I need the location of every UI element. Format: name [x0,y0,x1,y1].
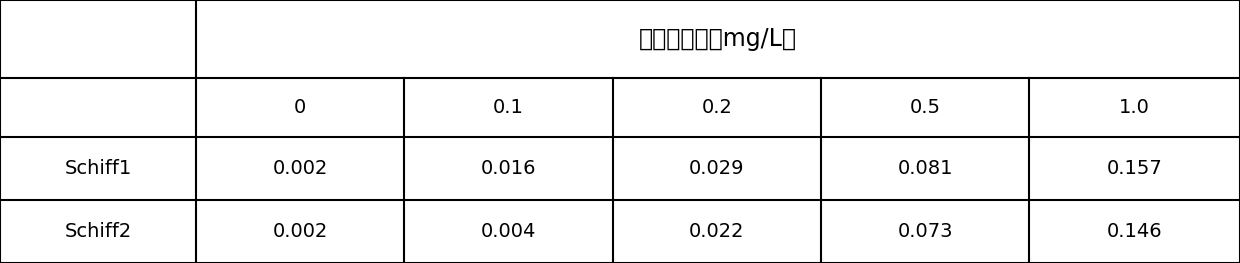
Text: 0.146: 0.146 [1107,222,1162,241]
Text: 0.002: 0.002 [273,222,327,241]
Text: Schiff2: Schiff2 [64,222,131,241]
Text: 0.022: 0.022 [689,222,744,241]
Text: 0.5: 0.5 [909,98,940,117]
Text: 0.1: 0.1 [494,98,523,117]
Text: 0: 0 [294,98,306,117]
Text: Schiff1: Schiff1 [64,159,131,178]
Text: 0.2: 0.2 [702,98,732,117]
Text: 0.002: 0.002 [273,159,327,178]
Text: 0.073: 0.073 [898,222,952,241]
Text: 1.0: 1.0 [1120,98,1149,117]
Text: 0.016: 0.016 [481,159,536,178]
Text: 0.004: 0.004 [481,222,536,241]
Text: 0.081: 0.081 [898,159,952,178]
Text: 0.029: 0.029 [689,159,744,178]
Text: 0.157: 0.157 [1107,159,1162,178]
Text: 葡萄糖浓度（mg/L）: 葡萄糖浓度（mg/L） [639,27,797,51]
